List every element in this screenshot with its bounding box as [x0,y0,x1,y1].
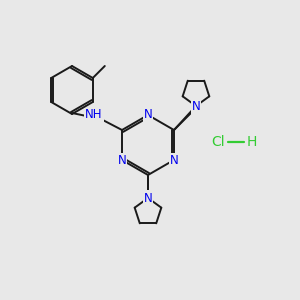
Text: N: N [192,100,200,112]
Text: Cl: Cl [211,135,225,149]
Text: NH: NH [85,109,103,122]
Text: N: N [169,154,178,166]
Text: N: N [144,109,152,122]
Text: N: N [144,191,152,205]
Text: N: N [192,101,200,115]
Text: N: N [118,154,126,166]
Text: N: N [144,190,152,203]
Text: H: H [247,135,257,149]
